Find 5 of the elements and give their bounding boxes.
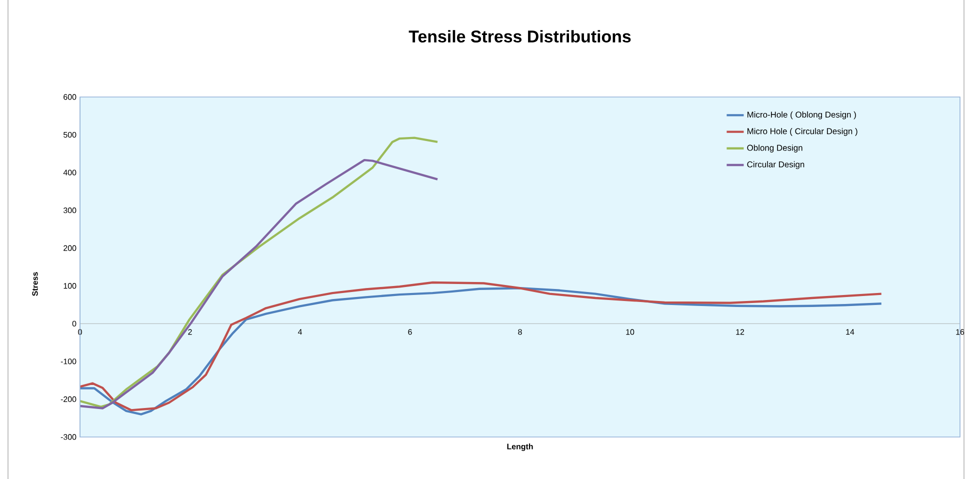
legend-label: Oblong Design	[747, 144, 802, 152]
chart-title: Tensile Stress Distributions	[408, 30, 631, 43]
legend-label: Micro Hole ( Circular Design )	[747, 128, 858, 136]
legend-label: Micro-Hole ( Oblong Design )	[747, 111, 856, 120]
legend-label: Circular Design	[747, 161, 804, 170]
